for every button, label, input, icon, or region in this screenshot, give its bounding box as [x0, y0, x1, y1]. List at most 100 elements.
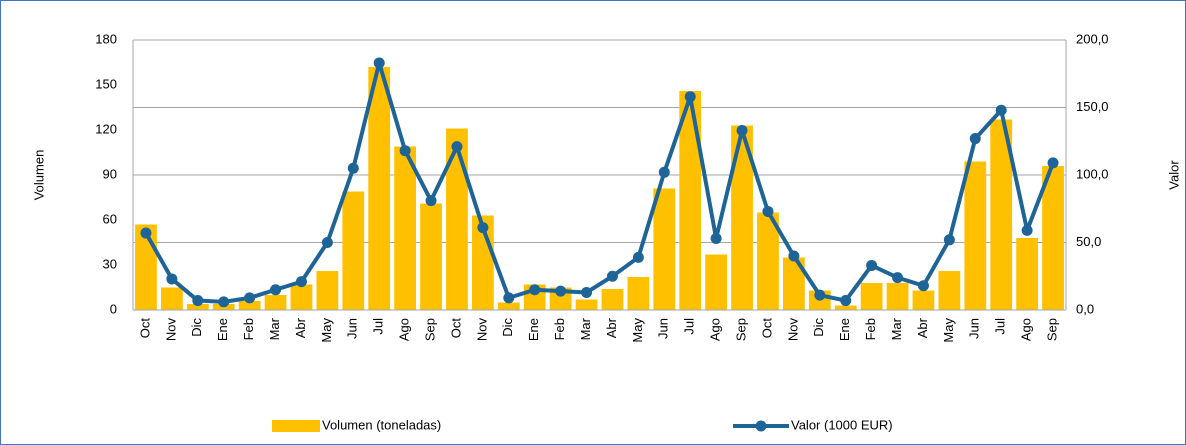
- x-tick-label: Sep: [1044, 318, 1059, 341]
- legend-label: Volumen (toneladas): [322, 417, 441, 432]
- marker: [658, 166, 670, 178]
- marker: [892, 272, 904, 284]
- marker: [295, 276, 307, 288]
- x-tick-label: Ago: [397, 318, 412, 341]
- x-tick-label: Ago: [708, 318, 723, 341]
- y-tick-label: 180: [95, 31, 117, 46]
- bar: [601, 289, 624, 310]
- marker: [503, 292, 515, 304]
- y-tick-label: 60: [103, 211, 117, 226]
- x-tick-label: May: [630, 318, 645, 343]
- marker: [218, 296, 230, 308]
- marker: [425, 195, 437, 207]
- bar: [420, 203, 442, 310]
- bar: [860, 283, 883, 310]
- marker: [373, 57, 385, 69]
- bar: [886, 283, 909, 310]
- x-tick-label: Jul: [371, 318, 386, 335]
- marker: [736, 124, 748, 136]
- x-tick-label: Sep: [733, 318, 748, 341]
- marker: [166, 273, 178, 285]
- bar: [679, 91, 702, 310]
- x-tick-label: Feb: [552, 318, 567, 340]
- x-tick-label: Nov: [163, 318, 178, 342]
- y2-tick-label: 150,0: [1076, 99, 1109, 114]
- y2-tick-label: 50,0: [1076, 234, 1101, 249]
- bar: [964, 161, 987, 310]
- marker: [1047, 157, 1059, 169]
- bar: [757, 212, 779, 310]
- marker: [581, 286, 593, 298]
- marker: [244, 292, 256, 304]
- bar: [316, 271, 339, 310]
- marker: [632, 251, 644, 263]
- marker: [684, 91, 696, 103]
- marker: [969, 133, 981, 145]
- y2-tick-label: 100,0: [1076, 166, 1109, 181]
- x-tick-label: Abr: [604, 317, 619, 338]
- bar: [497, 302, 520, 310]
- x-tick-label: Mar: [889, 317, 904, 340]
- bar: [705, 254, 728, 310]
- y-axis-title: Volumen: [31, 150, 46, 201]
- bar: [290, 284, 313, 310]
- x-tick-label: Oct: [759, 318, 774, 339]
- marker: [995, 104, 1007, 116]
- x-tick-label: Jun: [656, 318, 671, 339]
- bar: [264, 295, 287, 310]
- x-tick-label: May: [319, 318, 334, 343]
- x-tick-label: Dic: [811, 318, 826, 337]
- bar: [834, 305, 857, 310]
- x-tick-label: May: [941, 318, 956, 343]
- marker: [814, 289, 826, 301]
- x-tick-label: Nov: [474, 318, 489, 342]
- x-tick-label: Ago: [1019, 318, 1034, 341]
- y2-axis-title: Valor: [1166, 160, 1181, 190]
- legend-label: Valor (1000 EUR): [791, 417, 893, 432]
- y2-tick-label: 0,0: [1076, 301, 1094, 316]
- bar: [238, 301, 261, 310]
- marker: [477, 222, 489, 234]
- marker: [866, 259, 878, 271]
- bar: [731, 125, 753, 310]
- marker: [762, 205, 774, 217]
- marker: [347, 162, 359, 174]
- x-tick-label: Feb: [241, 318, 256, 340]
- y-tick-label: 150: [95, 76, 117, 91]
- marker: [451, 141, 463, 153]
- x-tick-label: Jul: [682, 318, 697, 335]
- x-tick-label: Ene: [215, 318, 230, 341]
- bar: [782, 257, 805, 310]
- bar: [1016, 238, 1039, 310]
- x-tick-label: Sep: [422, 318, 437, 341]
- x-tick-label: Jul: [993, 318, 1008, 335]
- bar: [575, 299, 598, 310]
- x-tick-label: Mar: [578, 317, 593, 340]
- marker: [529, 284, 541, 296]
- bar: [990, 119, 1013, 310]
- y-tick-label: 30: [103, 256, 117, 271]
- marker: [399, 145, 411, 157]
- marker: [192, 295, 204, 307]
- marker: [606, 270, 618, 282]
- x-tick-label: Ene: [837, 318, 852, 341]
- marker: [710, 232, 722, 244]
- marker: [788, 250, 800, 262]
- bar: [394, 146, 417, 310]
- y-tick-label: 0: [110, 301, 117, 316]
- legend-swatch: [272, 420, 320, 432]
- y-tick-label: 120: [95, 121, 117, 136]
- bar: [1042, 166, 1064, 310]
- x-tick-label: Jun: [967, 318, 982, 339]
- marker: [917, 280, 929, 292]
- x-tick-label: Mar: [267, 317, 282, 340]
- bar: [446, 128, 468, 310]
- x-tick-label: Dic: [500, 318, 515, 337]
- y-tick-label: 90: [103, 166, 117, 181]
- x-tick-label: Feb: [863, 318, 878, 340]
- x-tick-label: Oct: [137, 318, 152, 339]
- x-tick-label: Oct: [448, 318, 463, 339]
- marker: [943, 234, 955, 246]
